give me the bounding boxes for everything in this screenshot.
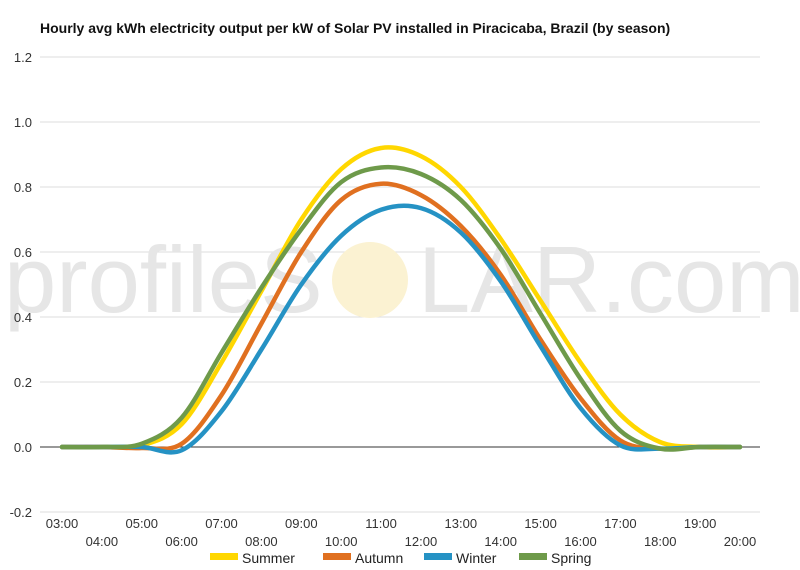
legend-item-summer: Summer (210, 550, 295, 566)
x-tick-label: 11:00 (365, 516, 397, 531)
x-tick-label: 19:00 (684, 516, 717, 531)
x-tick-label: 13:00 (445, 516, 478, 531)
x-axis-ticks: 03:00 04:00 05:00 06:00 07:00 08:00 09:00 10:00… (46, 516, 757, 549)
y-tick-label: 0.8 (14, 180, 32, 195)
series-line-autumn (59, 181, 743, 452)
legend-swatch (210, 553, 238, 560)
legend-label: Autumn (355, 550, 403, 566)
x-tick-label: 03:00 (46, 516, 79, 531)
y-axis-ticks: -0.2 0.0 0.2 0.4 0.6 0.8 1.0 1.2 (10, 50, 32, 520)
x-tick-label: 09:00 (285, 516, 318, 531)
y-tick-label: 0.0 (14, 440, 32, 455)
x-tick-label: 08:00 (245, 534, 278, 549)
legend-item-spring: Spring (519, 550, 591, 566)
series-group (59, 145, 743, 455)
legend-swatch (519, 553, 547, 560)
legend-swatch (424, 553, 452, 560)
y-tick-label: 1.2 (14, 50, 32, 65)
legend-label: Winter (456, 550, 497, 566)
watermark-left-text: profileS (4, 227, 323, 332)
y-tick-label: 0.4 (14, 310, 32, 325)
legend-item-winter: Winter (424, 550, 497, 566)
x-tick-label: 07:00 (205, 516, 238, 531)
x-tick-label: 17:00 (604, 516, 637, 531)
y-tick-label: 0.6 (14, 245, 32, 260)
watermark-logo: profileS LAR.com (4, 227, 800, 332)
series-line-summer (59, 145, 743, 450)
x-tick-label: 04:00 (86, 534, 119, 549)
legend-label: Summer (242, 550, 295, 566)
legend-item-autumn: Autumn (323, 550, 403, 566)
legend-label: Spring (551, 550, 591, 566)
y-tick-label: 0.2 (14, 375, 32, 390)
x-tick-label: 06:00 (165, 534, 198, 549)
legend: Summer Autumn Winter Spring (210, 550, 591, 566)
x-tick-label: 16:00 (564, 534, 597, 549)
x-tick-label: 14:00 (484, 534, 517, 549)
y-tick-label: 1.0 (14, 115, 32, 130)
watermark-right-text: LAR.com (418, 227, 800, 332)
x-tick-label: 20:00 (724, 534, 757, 549)
series-line-winter (59, 203, 743, 455)
x-tick-label: 18:00 (644, 534, 677, 549)
legend-swatch (323, 553, 351, 560)
x-tick-label: 12:00 (405, 534, 438, 549)
watermark-sun-icon (332, 242, 408, 318)
x-tick-label: 10:00 (325, 534, 358, 549)
x-tick-label: 05:00 (125, 516, 158, 531)
x-tick-label: 15:00 (524, 516, 557, 531)
chart-title: Hourly avg kWh electricity output per kW… (40, 20, 670, 36)
series-line-spring (59, 164, 743, 452)
y-tick-label: -0.2 (10, 505, 32, 520)
